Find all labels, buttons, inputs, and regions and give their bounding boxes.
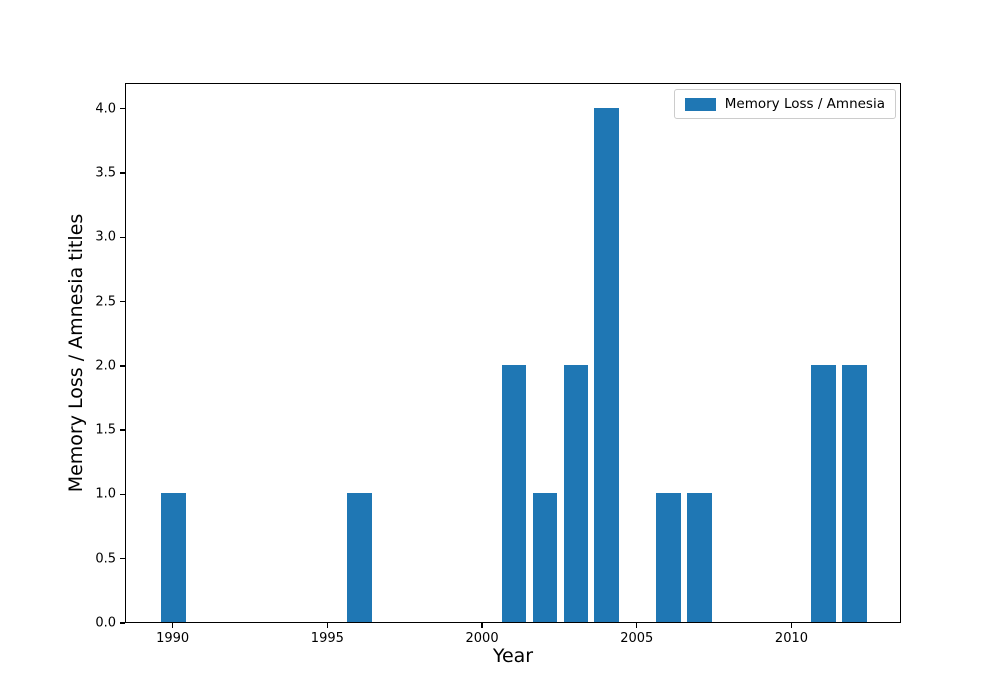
- bar-2004: [594, 107, 620, 622]
- y-tick-mark-0.0: [120, 622, 125, 624]
- y-tick-mark-4.0: [120, 108, 125, 110]
- plot-area: Memory Loss / Amnesia: [125, 83, 901, 623]
- legend-swatch: [684, 97, 716, 111]
- y-tick-mark-2.5: [120, 300, 125, 303]
- x-tick-mark-1990: [171, 623, 174, 628]
- bar-1996: [346, 493, 372, 622]
- x-tick-mark-2000: [481, 623, 483, 628]
- x-tick-label-2000: 2000: [465, 631, 499, 646]
- x-tick-mark-2005: [636, 623, 638, 628]
- y-tick-label-3.0: 3.0: [95, 229, 116, 245]
- bar-2006: [656, 493, 682, 622]
- y-tick-label-3.5: 3.5: [95, 165, 116, 181]
- x-tick-mark-2010: [790, 623, 793, 628]
- y-tick-label-4.0: 4.0: [95, 101, 116, 117]
- x-tick-label-2005: 2005: [620, 631, 654, 646]
- y-tick-label-2.0: 2.0: [95, 358, 116, 374]
- y-tick-label-1.0: 1.0: [95, 486, 116, 502]
- y-tick-mark-3.0: [120, 236, 125, 238]
- y-axis-label: Memory Loss / Amnesia titles: [65, 213, 87, 493]
- bar-2003: [563, 364, 589, 622]
- y-tick-mark-0.5: [120, 558, 125, 560]
- y-tick-label-1.5: 1.5: [95, 422, 116, 438]
- bar-2001: [501, 364, 527, 622]
- y-tick-mark-1.5: [120, 429, 125, 431]
- bars-layer: [126, 84, 900, 622]
- y-tick-mark-3.5: [120, 172, 125, 174]
- x-tick-label-2010: 2010: [774, 631, 809, 646]
- x-tick-label-1990: 1990: [156, 631, 190, 646]
- y-tick-label-2.5: 2.5: [95, 294, 116, 310]
- x-axis-label: Year: [492, 645, 534, 667]
- y-tick-label-0.0: 0.0: [95, 615, 116, 631]
- y-tick-mark-1.0: [120, 493, 125, 496]
- y-tick-mark-2.0: [120, 365, 125, 367]
- legend-label: Memory Loss / Amnesia: [724, 96, 885, 112]
- bar-2012: [841, 364, 867, 622]
- bar-1990: [161, 493, 187, 622]
- x-tick-label-1995: 1995: [310, 631, 344, 646]
- x-tick-mark-1995: [326, 623, 328, 628]
- legend: Memory Loss / Amnesia: [673, 89, 896, 119]
- bar-2007: [687, 493, 713, 622]
- bar-2002: [532, 493, 558, 622]
- y-tick-label-0.5: 0.5: [95, 551, 116, 567]
- bar-2011: [811, 364, 836, 622]
